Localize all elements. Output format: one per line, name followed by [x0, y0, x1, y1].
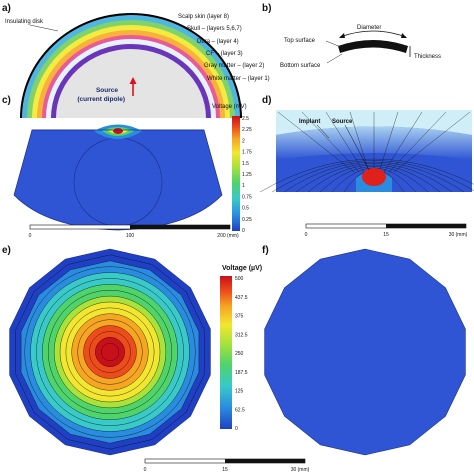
- thickness-label: Thickness: [414, 54, 441, 60]
- layer-leader-insulating: [29, 24, 59, 32]
- cbar-c-ticks-label: 1.5: [242, 161, 249, 167]
- cbar-e-ticks-label: 437.5: [235, 295, 248, 301]
- cbar-e-ticks-label: 250: [235, 351, 244, 357]
- layer-label-dura: Dura – (layer 4): [197, 39, 239, 45]
- scale-bottom-tick-0: 0: [144, 467, 147, 473]
- diameter-arrow-head-right: [401, 33, 407, 38]
- scale-d-tick-1: 15: [383, 232, 389, 238]
- panel-b: b) Diameter Top surface Bottom surface T…: [262, 3, 441, 69]
- bottom-scale: 0 15 30 (mm): [144, 458, 310, 473]
- scale-c-tick-1: 100: [126, 233, 135, 239]
- panel-a-label: a): [2, 3, 11, 14]
- cbar-c-ticks-label: 0.5: [242, 206, 249, 212]
- field-contours: [259, 111, 474, 193]
- potential-contour: [100, 343, 119, 362]
- cbar-c-ticks-label: 2.5: [242, 116, 249, 122]
- cbar-e-ticks-label: 0: [235, 426, 238, 432]
- scale-c-tick-2: 200 (mm): [217, 233, 239, 239]
- scale-c-tick-0: 0: [29, 233, 32, 239]
- implant-surface-map: [264, 248, 466, 456]
- field-line: [378, 111, 399, 173]
- field-line: [325, 111, 365, 173]
- diameter-arrow-head-left: [339, 33, 345, 38]
- field-line: [383, 111, 423, 173]
- cbar-e-ticks-label: 375: [235, 314, 244, 320]
- scale-bar-c-fill: [130, 225, 230, 229]
- head-model-section: [13, 129, 223, 231]
- source-region: [362, 168, 386, 186]
- layer-label-white: White matter – (layer 1): [207, 76, 270, 82]
- cbar-c-ticks-label: 0.75: [242, 194, 252, 200]
- source-sublabel: (current dipole): [77, 96, 125, 103]
- top-surface-label: Top surface: [284, 38, 316, 44]
- colorbar-e: [220, 276, 232, 429]
- bottom-surface-label: Bottom surface: [280, 63, 321, 69]
- layer-label-cf: CF – (layer 3): [206, 51, 243, 57]
- source-d-label: Source: [332, 119, 353, 125]
- panel-c-label: c): [2, 95, 11, 106]
- scale-bottom-tick-2: 30 (mm): [291, 467, 310, 473]
- panel-d: d) Implant Source 0 15 30 (mm): [259, 95, 474, 238]
- top-surface-leader: [325, 40, 342, 48]
- implant-disk: [338, 40, 408, 53]
- scale-d-tick-2: 30 (mm): [449, 232, 468, 238]
- source-label: Source: [96, 87, 118, 94]
- layer-label-insulating: Insulating disk: [5, 19, 44, 25]
- colorbar-c: [232, 116, 240, 231]
- layer-label-scalp: Scalp skin (layer 8): [178, 14, 229, 20]
- field-line: [349, 111, 370, 173]
- field-line: [277, 111, 355, 173]
- field-line: [388, 111, 447, 173]
- cbar-c-ticks-label: 1: [242, 183, 245, 189]
- panel-e-label: e): [2, 245, 11, 256]
- scale-bar-bottom-fill: [225, 459, 305, 463]
- scale-bar-d-fill: [386, 224, 466, 228]
- cbar-c-ticks-label: 2.25: [242, 127, 252, 133]
- diameter-arrow: [339, 30, 407, 38]
- field-line: [301, 111, 360, 173]
- cbar-c-ticks-label: 1.25: [242, 172, 252, 178]
- layer-label-skull: Skull – (layers 5,6,7): [187, 26, 242, 32]
- diameter-label: Diameter: [357, 25, 381, 31]
- colorbar-e-title: Voltage (µV): [222, 265, 262, 272]
- source-d-leader: [344, 124, 370, 171]
- cbar-e-ticks-label: 125: [235, 389, 244, 395]
- scale-bottom-tick-1: 15: [222, 467, 228, 473]
- layer-label-gray: Gray matter – (layer 2): [204, 63, 264, 69]
- implant-surface: [264, 248, 466, 456]
- panel-b-label: b): [262, 3, 271, 14]
- cbar-e-ticks-label: 500: [235, 276, 244, 282]
- panel-c: c) Voltage (mV) 2.5 2.25 2 1.75 1.5 1.25 1 0.75…: [2, 95, 252, 239]
- dipole-arrow-head: [129, 77, 137, 84]
- cbar-c-ticks-label: 2: [242, 138, 245, 144]
- potential-peak: [113, 128, 123, 134]
- cbar-e-ticks-label: 187.5: [235, 370, 248, 376]
- panel-a: a) Source (current dipole) Insulating di…: [2, 3, 270, 119]
- cbar-e-ticks-label: 312.5: [235, 332, 248, 338]
- bottom-surface-leader: [326, 53, 343, 64]
- scale-d-tick-0: 0: [305, 232, 308, 238]
- cbar-c-ticks-label: 0: [242, 228, 245, 234]
- panel-d-label: d): [262, 95, 271, 106]
- colorbar-e-ticks: 500 437.5 375 312.5 250 187.5 125 62.5 0: [235, 276, 248, 432]
- implant-label: Implant: [299, 119, 320, 125]
- surface-potential-map: [9, 248, 211, 456]
- colorbar-c-title: Voltage (mV): [212, 104, 247, 110]
- colorbar-c-ticks: 2.5 2.25 2 1.75 1.5 1.25 1 0.75 0.5 0.25 0: [242, 116, 252, 234]
- cbar-c-ticks-label: 1.75: [242, 150, 252, 156]
- panel-e: e) Voltage (µV) 500 437.5 375 312.5 250 187.5…: [2, 245, 262, 456]
- panel-f-label: f): [262, 245, 269, 256]
- field-line: [393, 111, 471, 173]
- panel-f: f): [262, 245, 466, 456]
- cbar-c-ticks-label: 0.25: [242, 217, 252, 223]
- implant-leader: [316, 124, 330, 139]
- cbar-e-ticks-label: 62.5: [235, 407, 245, 413]
